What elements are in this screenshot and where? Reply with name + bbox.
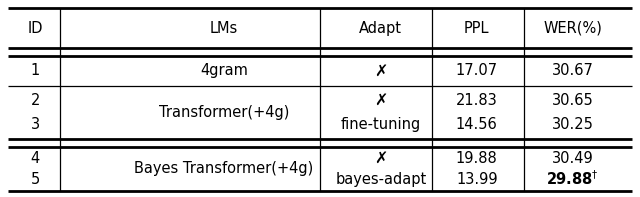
Text: 2: 2 (31, 93, 40, 108)
Text: LMs: LMs (210, 20, 238, 36)
Text: 30.25: 30.25 (552, 117, 594, 132)
Text: ID: ID (28, 20, 43, 36)
Text: 3: 3 (31, 117, 40, 132)
Text: WER(%): WER(%) (543, 20, 602, 36)
Text: 17.07: 17.07 (456, 63, 498, 78)
Text: bayes-adapt: bayes-adapt (335, 172, 426, 187)
Text: ✗: ✗ (374, 63, 387, 78)
Text: 30.65: 30.65 (552, 93, 594, 108)
Text: fine-tuning: fine-tuning (340, 117, 421, 132)
Text: 1: 1 (31, 63, 40, 78)
Text: 5: 5 (31, 172, 40, 187)
Text: ✗: ✗ (374, 93, 387, 108)
Text: 21.83: 21.83 (456, 93, 498, 108)
Text: Transformer(+4g): Transformer(+4g) (159, 105, 289, 120)
Text: 13.99: 13.99 (456, 172, 498, 187)
Text: 4gram: 4gram (200, 63, 248, 78)
Text: Adapt: Adapt (359, 20, 403, 36)
Text: 30.49: 30.49 (552, 151, 594, 166)
Text: 14.56: 14.56 (456, 117, 498, 132)
Text: 19.88: 19.88 (456, 151, 498, 166)
Text: $\mathbf{29.88}^{\dagger}$: $\mathbf{29.88}^{\dagger}$ (547, 170, 599, 189)
Text: 30.67: 30.67 (552, 63, 594, 78)
Text: 4: 4 (31, 151, 40, 166)
Text: PPL: PPL (464, 20, 490, 36)
Text: ✗: ✗ (374, 151, 387, 166)
Text: Bayes Transformer(+4g): Bayes Transformer(+4g) (134, 161, 314, 177)
